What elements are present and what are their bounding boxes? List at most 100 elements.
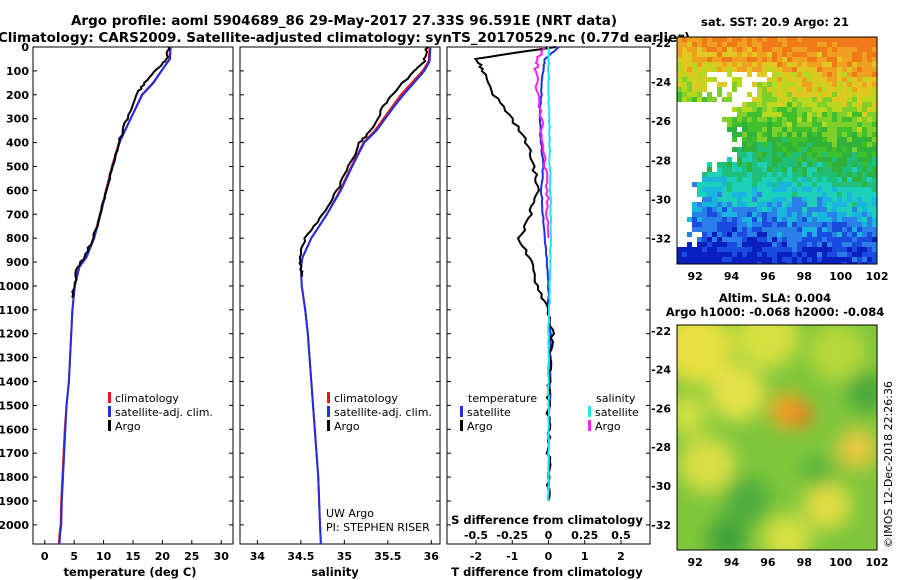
- sst-cell: [747, 257, 752, 262]
- x-tick-label: 35.5: [374, 550, 401, 563]
- sst-cell: [682, 47, 687, 52]
- sst-cell: [847, 132, 852, 137]
- sst-cell: [747, 207, 752, 212]
- sla-map-y-tick-label: -28: [651, 441, 671, 454]
- x-tick-label: 1: [581, 550, 589, 563]
- sst-cell: [857, 67, 862, 72]
- sst-cell: [762, 82, 767, 87]
- sst-cell: [772, 217, 777, 222]
- sst-cell: [817, 112, 822, 117]
- sst-cell: [697, 257, 702, 262]
- sst-cell: [867, 37, 872, 42]
- sst-cell: [792, 187, 797, 192]
- sst-cell: [827, 187, 832, 192]
- sst-cell: [757, 177, 762, 182]
- sst-cell: [717, 82, 722, 87]
- sst-cell: [822, 142, 827, 147]
- sst-cell: [777, 57, 782, 62]
- sst-cell: [847, 122, 852, 127]
- sst-cell: [802, 107, 807, 112]
- sst-cell: [827, 112, 832, 117]
- sst-cell: [712, 182, 717, 187]
- sst-cell: [697, 247, 702, 252]
- sst-cell: [717, 177, 722, 182]
- sst-cell: [787, 122, 792, 127]
- sst-cell: [762, 157, 767, 162]
- sst-cell: [757, 57, 762, 62]
- sst-cell: [687, 52, 692, 57]
- sst-cell: [727, 262, 732, 264]
- sst-cell: [872, 97, 877, 102]
- sst-cell: [852, 257, 857, 262]
- sst-cell: [707, 177, 712, 182]
- sst-cell: [732, 257, 737, 262]
- sst-cell: [717, 222, 722, 227]
- x-tick-label: 2: [617, 550, 625, 563]
- sst-cell: [727, 42, 732, 47]
- sst-cell: [772, 227, 777, 232]
- sla-map-y-tick-label: -32: [651, 519, 671, 532]
- sst-cell: [787, 92, 792, 97]
- sst-cell: [817, 232, 822, 237]
- sst-cell: [707, 67, 712, 72]
- sst-cell: [872, 157, 877, 162]
- sst-cell: [817, 47, 822, 52]
- sst-cell: [797, 87, 802, 92]
- sst-cell: [712, 232, 717, 237]
- sst-cell: [802, 82, 807, 87]
- sst-cell: [687, 262, 692, 264]
- sst-cell: [757, 52, 762, 57]
- sst-cell: [812, 137, 817, 142]
- sst-cell: [687, 252, 692, 257]
- sst-cell: [692, 92, 697, 97]
- sst-cell: [762, 92, 767, 97]
- sst-cell: [777, 82, 782, 87]
- sst-cell: [842, 172, 847, 177]
- sst-cell: [747, 62, 752, 67]
- sst-cell: [852, 177, 857, 182]
- sst-cell: [717, 92, 722, 97]
- sst-cell: [742, 207, 747, 212]
- sst-cell: [872, 107, 877, 112]
- sst-cell: [782, 87, 787, 92]
- sst-cell: [817, 147, 822, 152]
- sst-cell: [802, 102, 807, 107]
- sst-cell: [747, 212, 752, 217]
- sst-cell: [772, 127, 777, 132]
- sst-cell: [772, 72, 777, 77]
- sst-cell: [677, 87, 682, 92]
- sst-cell: [832, 97, 837, 102]
- sst-map-x-tick-label: 94: [724, 270, 740, 283]
- sst-cell: [812, 242, 817, 247]
- sst-cell: [772, 157, 777, 162]
- sst-cell: [802, 42, 807, 47]
- sst-cell: [772, 232, 777, 237]
- sst-cell: [722, 162, 727, 167]
- sst-cell: [812, 82, 817, 87]
- sst-cell: [797, 257, 802, 262]
- sst-cell: [767, 237, 772, 242]
- sst-cell: [762, 72, 767, 77]
- sst-cell: [852, 262, 857, 264]
- sst-cell: [792, 47, 797, 52]
- sst-cell: [717, 242, 722, 247]
- sst-cell: [692, 82, 697, 87]
- sst-cell: [762, 167, 767, 172]
- x-tick-label: 10: [96, 550, 112, 563]
- sst-cell: [797, 137, 802, 142]
- sst-cell: [777, 87, 782, 92]
- sst-cell: [787, 47, 792, 52]
- sst-cell: [747, 117, 752, 122]
- sst-cell: [742, 152, 747, 157]
- sst-cell: [772, 82, 777, 87]
- sst-cell: [807, 262, 812, 264]
- sst-cell: [777, 37, 782, 42]
- sst-cell: [707, 202, 712, 207]
- sst-cell: [797, 157, 802, 162]
- sst-cell: [737, 182, 742, 187]
- depth-tick-label: 1300: [0, 352, 29, 365]
- sst-cell: [782, 157, 787, 162]
- sst-map-x-tick-label: 102: [866, 270, 889, 283]
- sst-cell: [777, 127, 782, 132]
